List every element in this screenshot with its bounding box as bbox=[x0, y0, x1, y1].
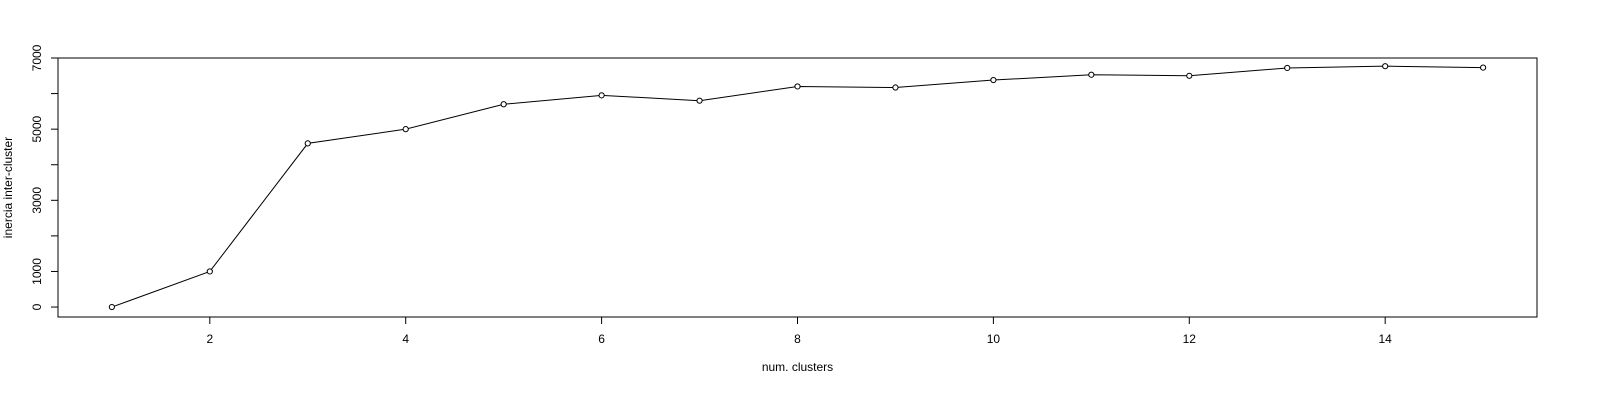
data-point bbox=[108, 303, 115, 311]
y-tick-label: 7000 bbox=[30, 44, 44, 71]
data-point bbox=[990, 76, 997, 84]
x-tick-label: 2 bbox=[206, 332, 213, 346]
x-tick-label: 10 bbox=[987, 332, 1001, 346]
data-point bbox=[1186, 72, 1193, 79]
x-tick-label: 12 bbox=[1183, 332, 1197, 346]
data-point bbox=[402, 126, 409, 133]
plot-frame-group bbox=[57, 57, 1538, 318]
data-point bbox=[1382, 63, 1389, 70]
data-point bbox=[1284, 64, 1291, 72]
x-tick-label: 8 bbox=[794, 332, 801, 346]
x-tick-label: 6 bbox=[598, 332, 605, 346]
x-axis: 2 4 6 8 10 12 14 bbox=[206, 317, 1392, 346]
data-point bbox=[696, 97, 703, 104]
y-tick-label: 1000 bbox=[30, 258, 44, 285]
y-tick-label: 0 bbox=[30, 303, 44, 310]
x-axis-title: num. clusters bbox=[762, 360, 833, 374]
y-tick-label: 5000 bbox=[30, 115, 44, 142]
data-point bbox=[1480, 64, 1487, 71]
data-point bbox=[892, 84, 899, 91]
y-axis-title: inercia inter-cluster bbox=[1, 137, 15, 238]
data-point bbox=[206, 268, 213, 275]
y-tick-label: 3000 bbox=[30, 187, 44, 214]
data-point bbox=[500, 101, 507, 108]
series-group bbox=[108, 63, 1487, 311]
data-point bbox=[304, 140, 311, 147]
data-point bbox=[794, 83, 801, 90]
data-point bbox=[1088, 71, 1095, 78]
x-tick-label: 14 bbox=[1379, 332, 1393, 346]
series-line bbox=[111, 65, 1484, 308]
x-tick-label: 4 bbox=[402, 332, 409, 346]
plot-frame bbox=[57, 57, 1538, 318]
data-point bbox=[598, 92, 605, 99]
y-axis: 0 1000 3000 5000 7000 bbox=[30, 44, 58, 310]
